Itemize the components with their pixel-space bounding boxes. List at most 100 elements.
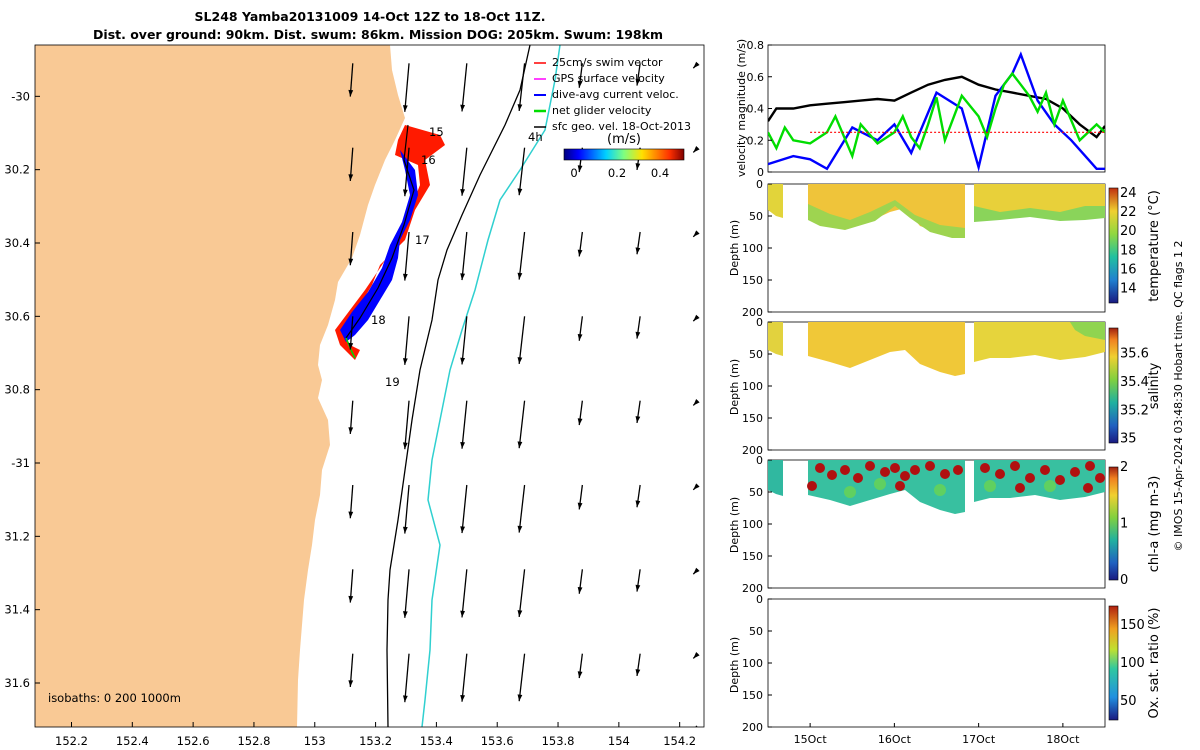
geo-velocity-arrowhead [635, 584, 641, 592]
geo-velocity-arrowhead [693, 146, 700, 153]
geo-velocity-arrowhead [348, 89, 354, 97]
map-x-tick-label: 154 [608, 734, 630, 748]
map-y-tick-label: -31 [11, 456, 30, 470]
geo-velocity-arrow [404, 316, 410, 365]
chla-high-blob [880, 467, 890, 477]
geo-velocity-arrowhead [402, 189, 408, 197]
depth-tick-label: 150 [742, 412, 763, 425]
salinity-section [768, 322, 1105, 376]
map-colorbar-tick-2: 0.4 [651, 166, 669, 180]
colorbar-tick-label: 2 [1120, 460, 1128, 475]
geo-velocity-arrowhead [577, 502, 583, 510]
geo-velocity-arrowhead [460, 273, 466, 281]
track-label-19: 19 [385, 375, 400, 389]
map-y-tick-label: 30.2 [4, 163, 30, 177]
geo-velocity-arrowhead [635, 78, 641, 86]
depth-tick-label: 100 [742, 242, 763, 255]
geo-velocity-arrowhead [693, 399, 700, 406]
geo-velocity-arrow [518, 400, 526, 449]
colorbar-tick-label: 20 [1120, 224, 1137, 239]
geo-velocity-arrowhead [402, 442, 408, 450]
velocity-series [768, 51, 1105, 172]
geo-velocity-arrowhead [402, 611, 408, 618]
depth-tick-label: 100 [742, 380, 763, 393]
depth-tick-label: 0 [756, 454, 763, 467]
isobaths-label: isobaths: 0 200 1000m [48, 691, 181, 705]
date-tick-label: 17Oct [962, 733, 996, 746]
depth-tick-label: 50 [749, 210, 763, 223]
depth-tick-label: 50 [749, 625, 763, 638]
geo-velocity-arrow [352, 726, 353, 727]
map-x-tick-label: 153.8 [542, 734, 575, 748]
depth-tick-label: 150 [742, 274, 763, 287]
map-arrows [348, 61, 700, 750]
legend-net: net glider velocity [552, 104, 652, 117]
geo-velocity-arrowhead [460, 357, 466, 365]
chla-y-ticks: 0 50 100 150 200 [742, 454, 772, 595]
map-x-tick-label: 153.6 [481, 734, 514, 748]
chla-high-blob [807, 481, 817, 491]
geo-velocity-arrowhead [635, 331, 641, 339]
title-line-2: Dist. over ground: 90km. Dist. swum: 86k… [93, 27, 663, 42]
map-x-tick-label: 152.6 [177, 734, 210, 748]
chla-colorbar-label: chl-a (mg m-3) [1147, 476, 1162, 573]
salinity-panel: 0 50 100 150 200 Depth (m) 35 35.2 35.4 35.6 sa… [728, 316, 1162, 457]
geo-velocity-arrow [404, 400, 410, 450]
chla-high-blob [940, 469, 950, 479]
chla-colorbar [1108, 466, 1119, 581]
map-colorbar-tick-0: 0 [570, 166, 577, 180]
geo-velocity-arrowhead [460, 441, 466, 449]
map-x-ticks: 152.2 152.4 152.6 152.8 153 153.2 153.4 153.6 15… [55, 722, 696, 748]
chla-mid-blob [1044, 480, 1056, 492]
oxygen-ylabel: Depth (m) [728, 637, 741, 693]
colorbar-tick-label: 35 [1120, 432, 1137, 447]
temperature-y-ticks: 0 50 100 150 200 [742, 178, 772, 319]
temperature-ylabel: Depth (m) [728, 220, 741, 276]
depth-tick-label: 0 [756, 178, 763, 191]
geo-velocity-arrowhead [578, 745, 583, 750]
glider-track [335, 124, 445, 360]
colorbar-tick-label: 35.6 [1120, 347, 1149, 362]
geo-velocity-arrow [461, 316, 468, 365]
track-label-4h: 4h [528, 130, 543, 144]
legend-swim: 25cm/s swim vector [552, 56, 663, 69]
colorbar-tick-label: 24 [1120, 186, 1137, 201]
chla-blobs [807, 461, 1105, 498]
geo-velocity-arrowhead [460, 188, 466, 196]
geo-velocity-arrowhead [517, 357, 523, 364]
track-label-17: 17 [415, 233, 430, 247]
chla-mid-blob [984, 480, 996, 492]
geo-velocity-arrow [466, 726, 467, 727]
geo-velocity-arrow [404, 569, 410, 618]
geo-velocity-arrowhead [577, 165, 583, 173]
velocity-y-ticks: 0 0.2 0.4 0.6 0.8 [747, 39, 772, 179]
geo-velocity-arrowhead [517, 441, 523, 449]
colorbar-tick-label: 100 [1120, 656, 1145, 671]
geo-velocity-arrow [461, 147, 468, 196]
geo-velocity-arrowhead [635, 669, 641, 676]
salinity-ylabel: Depth (m) [728, 359, 741, 415]
geo-velocity-arrowhead [635, 247, 641, 255]
track-label-15: 15 [429, 125, 444, 139]
chla-high-blob [995, 469, 1005, 479]
credit-text: © IMOS 15-Apr-2024 03:48:30 Hobart time.… [1172, 241, 1185, 552]
geo-velocity-arrowhead [460, 104, 466, 112]
oxygen-y-ticks: 0 50 100 150 200 [742, 593, 772, 734]
geo-velocity-arrow [461, 63, 468, 112]
depth-tick-label: 100 [742, 657, 763, 670]
chla-high-blob [1083, 483, 1093, 493]
geo-velocity-arrow [461, 231, 468, 281]
temperature-colorbar-ticks: 14 16 18 20 22 24 [1120, 186, 1137, 297]
map-x-tick-label: 152.2 [55, 734, 88, 748]
colorbar-tick-label: 1 [1120, 517, 1128, 532]
geo-velocity-arrowhead [460, 694, 466, 702]
geo-velocity-arrowhead [402, 695, 408, 703]
geo-velocity-arrow [404, 63, 410, 112]
velocity-y-tick-label: 0 [757, 166, 764, 179]
geo-velocity-arrowhead [695, 725, 698, 727]
chla-high-blob [890, 463, 900, 473]
temperature-section [768, 184, 1105, 238]
isobath-200m [386, 45, 531, 727]
geo-velocity-arrow [523, 726, 525, 727]
